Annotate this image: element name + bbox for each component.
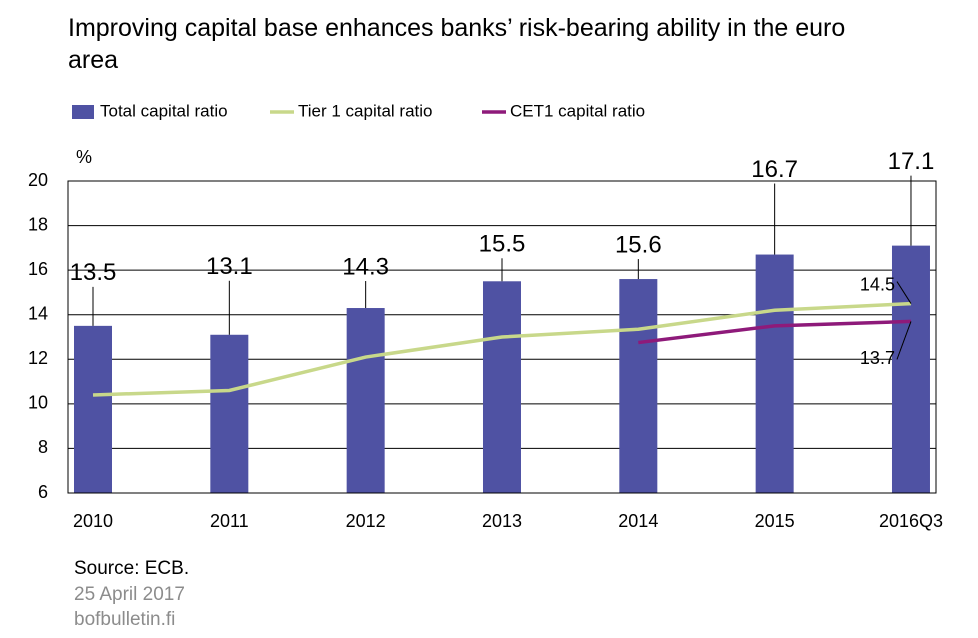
bar	[891, 245, 930, 493]
y-tick-label: 14	[28, 303, 48, 323]
x-tick-label: 2013	[482, 511, 522, 531]
y-tick-label: 12	[28, 348, 48, 368]
data-label: 13.5	[70, 259, 117, 286]
y-tick-label: 6	[38, 482, 48, 502]
source: Source: ECB.	[74, 558, 190, 579]
x-tick-label: 2014	[618, 511, 658, 531]
legend-label: Total capital ratio	[100, 101, 228, 120]
y-axis-label: %	[76, 147, 92, 167]
y-tick-label: 10	[28, 393, 48, 413]
data-label: 14.5	[860, 274, 895, 294]
y-tick-label: 20	[28, 170, 48, 190]
line	[92, 301, 912, 397]
bar	[619, 279, 658, 493]
data-label: 14.3	[342, 253, 389, 280]
data-label: 13.7	[860, 348, 895, 368]
y-tick-label: 8	[38, 437, 48, 457]
line	[638, 319, 912, 345]
leader-line	[896, 321, 912, 360]
date: 25 April 2017	[74, 584, 185, 605]
data-label: 17.1	[888, 148, 935, 175]
bar	[210, 334, 249, 493]
y-tick-label: 18	[28, 214, 48, 234]
data-label: 15.5	[479, 231, 526, 258]
legend-label: CET1 capital ratio	[510, 101, 645, 120]
bar	[74, 325, 112, 493]
data-label: 13.1	[206, 253, 253, 280]
data-label: 15.6	[615, 231, 662, 258]
bar	[755, 254, 794, 493]
leader-line	[896, 281, 912, 304]
x-tick-label: 2015	[755, 511, 795, 531]
x-tick-label: 2016Q3	[879, 511, 943, 531]
legend-label: Tier 1 capital ratio	[298, 101, 432, 120]
legend-swatch	[72, 105, 94, 119]
x-tick-label: 2011	[210, 511, 249, 531]
x-tick-label: 2012	[346, 511, 386, 531]
bar	[346, 308, 385, 493]
x-tick-label: 2010	[73, 511, 113, 531]
y-tick-label: 16	[28, 259, 48, 279]
website: bofbulletin.fi	[74, 609, 176, 630]
plot-frame	[67, 180, 937, 494]
bar	[482, 281, 521, 493]
data-label: 16.7	[751, 156, 798, 183]
chart-title: Improving capital base enhances banks’ r…	[68, 14, 846, 74]
